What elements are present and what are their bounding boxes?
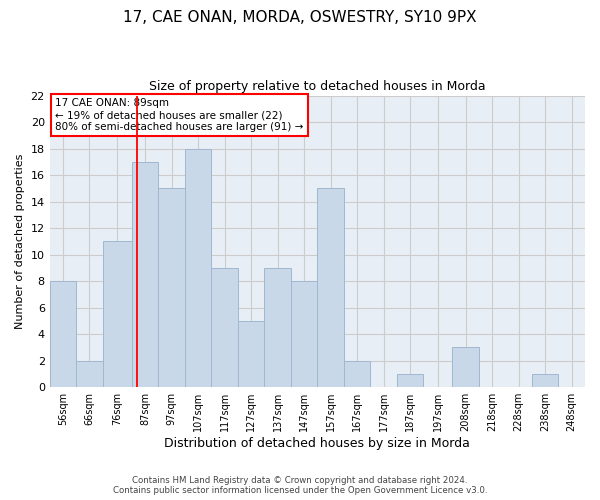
Bar <box>317 188 344 387</box>
Y-axis label: Number of detached properties: Number of detached properties <box>15 154 25 329</box>
Bar <box>50 281 76 387</box>
Bar <box>211 268 238 387</box>
Text: 17 CAE ONAN: 89sqm
← 19% of detached houses are smaller (22)
80% of semi-detache: 17 CAE ONAN: 89sqm ← 19% of detached hou… <box>55 98 304 132</box>
Bar <box>132 162 158 387</box>
Bar <box>76 360 103 387</box>
Bar <box>344 360 370 387</box>
Bar <box>397 374 424 387</box>
Title: Size of property relative to detached houses in Morda: Size of property relative to detached ho… <box>149 80 485 93</box>
Bar <box>452 348 479 387</box>
Bar <box>103 242 132 387</box>
Bar <box>265 268 291 387</box>
Bar <box>185 148 211 387</box>
Bar <box>238 321 265 387</box>
Bar <box>158 188 185 387</box>
Text: Contains HM Land Registry data © Crown copyright and database right 2024.
Contai: Contains HM Land Registry data © Crown c… <box>113 476 487 495</box>
X-axis label: Distribution of detached houses by size in Morda: Distribution of detached houses by size … <box>164 437 470 450</box>
Text: 17, CAE ONAN, MORDA, OSWESTRY, SY10 9PX: 17, CAE ONAN, MORDA, OSWESTRY, SY10 9PX <box>123 10 477 25</box>
Bar <box>291 281 317 387</box>
Bar <box>532 374 559 387</box>
